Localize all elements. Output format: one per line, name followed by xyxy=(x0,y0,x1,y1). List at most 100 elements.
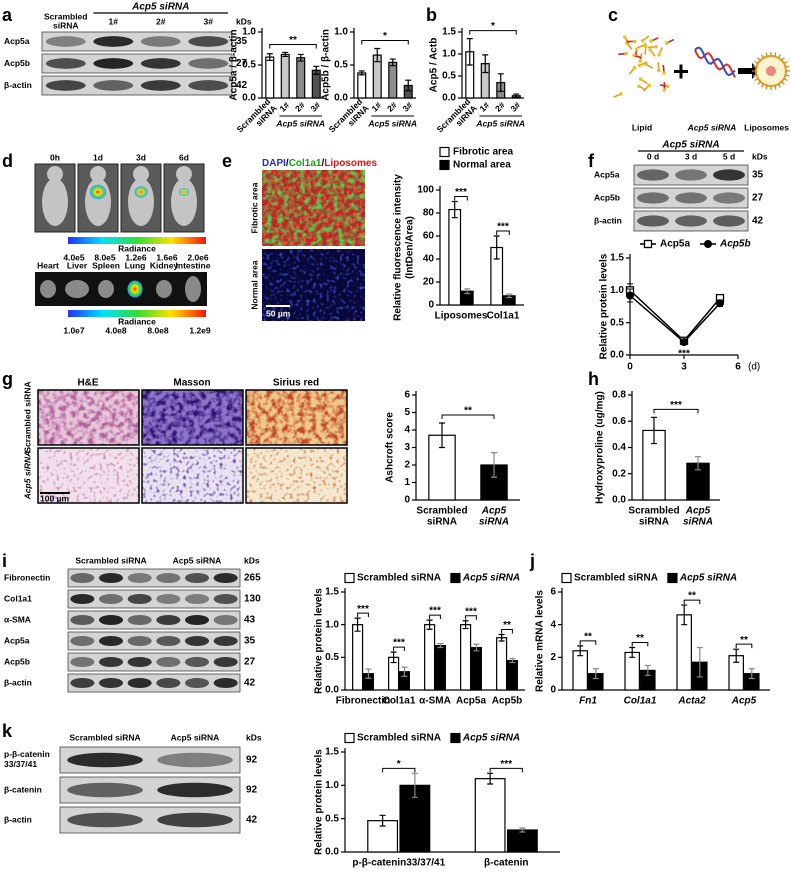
y-tick-label: 0.0 xyxy=(442,93,456,104)
bar xyxy=(357,72,367,99)
y-tick-label: 60 xyxy=(423,231,435,242)
significance-label: *** xyxy=(357,604,369,615)
blot-band xyxy=(156,656,181,668)
blot-band xyxy=(157,782,233,798)
signal xyxy=(89,184,107,200)
blot-band xyxy=(637,169,669,181)
x-tick-label: Col1a1 xyxy=(383,696,416,707)
error-bar xyxy=(451,200,458,219)
bar xyxy=(506,829,538,853)
error-bar xyxy=(462,620,469,630)
x-tick-label: Acp5b xyxy=(492,696,523,707)
significance-bracket xyxy=(361,40,409,45)
error-bar xyxy=(487,772,494,785)
liposome-lipid xyxy=(752,74,757,77)
row-label: Acp5a xyxy=(594,169,620,179)
y-axis-label: Relative mRNA levels xyxy=(535,590,546,692)
bar xyxy=(496,637,508,691)
legend-label: Scrambled siRNA xyxy=(574,573,658,584)
row-label: Scrambled siRNA xyxy=(22,381,32,452)
histology-texture xyxy=(142,390,243,445)
panel-label: k xyxy=(2,721,13,741)
blot-band xyxy=(156,677,181,689)
significance-bracket xyxy=(653,408,699,414)
colorbar-label: 8.0e5 xyxy=(94,252,116,262)
blot-band xyxy=(70,656,95,668)
kd-label: 42 xyxy=(236,80,248,91)
legend-label: Acp5 siRNA xyxy=(462,733,520,744)
significance-label: ** xyxy=(464,406,472,417)
significance-bracket xyxy=(683,599,701,605)
liposome-lipid xyxy=(783,77,788,82)
significance-bracket xyxy=(441,414,495,419)
colorbar-label: 4.0e8 xyxy=(105,325,127,335)
marker xyxy=(716,299,724,308)
kd-label: 42 xyxy=(752,216,764,227)
blot-band xyxy=(675,169,707,181)
panel-label: f xyxy=(588,151,595,171)
kd-label: 35 xyxy=(752,170,764,181)
y-tick-label: 0.0 xyxy=(612,495,626,506)
blot-band xyxy=(188,36,229,47)
stain-title: Sirius red xyxy=(273,378,319,389)
y-axis-label: Acp5a / β-actin xyxy=(229,29,240,100)
liposome-cargo xyxy=(766,66,776,76)
error-bar xyxy=(354,617,361,632)
error-bar xyxy=(681,604,688,626)
significance-bracket xyxy=(579,640,597,645)
x-tick-label: Liposomes xyxy=(435,311,488,322)
y-tick-label: 6 xyxy=(550,587,556,598)
liposome-lipid xyxy=(757,57,761,61)
blot-band xyxy=(93,80,134,91)
organ-label: Lung xyxy=(125,260,146,270)
x-tick-label: Fn1 xyxy=(579,696,597,707)
liposome-lipid xyxy=(752,65,757,68)
lipid-head xyxy=(664,41,669,45)
kd-label: 27 xyxy=(236,58,248,69)
liposome-lipid xyxy=(757,81,761,85)
panel-label: i xyxy=(2,551,7,571)
lipid-head xyxy=(632,39,637,44)
group-label: Acp5 siRNA xyxy=(475,118,525,128)
error-bar xyxy=(389,58,396,67)
mouse-body xyxy=(171,178,197,226)
row-label: Col1a1 xyxy=(4,593,32,603)
error-bar xyxy=(401,666,408,677)
error-bar xyxy=(498,633,505,642)
significance-label: ** xyxy=(688,591,696,602)
error-bar xyxy=(390,651,397,664)
organ-label: Liver xyxy=(67,260,88,270)
bar xyxy=(388,61,398,99)
colorbar-label: 1.0e7 xyxy=(63,325,85,335)
panel-label: c xyxy=(608,5,618,25)
error-bar xyxy=(365,668,372,679)
blot-band xyxy=(213,593,238,605)
significance-bracket xyxy=(489,767,523,773)
lipid-head xyxy=(657,68,661,73)
liposome-lipid xyxy=(754,60,759,65)
organ xyxy=(40,280,56,298)
significance-bracket xyxy=(393,646,405,652)
error-bar xyxy=(748,668,755,680)
blot-band xyxy=(713,169,745,181)
lane-label: 2# xyxy=(156,16,166,26)
significance-label: *** xyxy=(497,222,509,233)
organ xyxy=(98,280,114,298)
y-tick-label: 0.5 xyxy=(334,60,348,71)
blot-band xyxy=(45,58,86,69)
lipid-head xyxy=(622,35,627,39)
error-bar xyxy=(696,646,703,678)
y-tick-label: 0.2 xyxy=(612,468,626,479)
x-tick-label: 3# xyxy=(508,100,522,114)
y-tick-label: 5 xyxy=(404,407,410,418)
error-bar xyxy=(282,51,289,58)
organ-label: Intestine xyxy=(176,260,211,270)
lipid-head xyxy=(644,44,648,49)
legend-swatch xyxy=(344,732,355,744)
lane-label: Acp5 siRNA xyxy=(171,732,220,742)
kd-label: 265 xyxy=(244,573,261,584)
blot-strip xyxy=(41,31,233,52)
y-tick-label: 6 xyxy=(404,390,410,401)
